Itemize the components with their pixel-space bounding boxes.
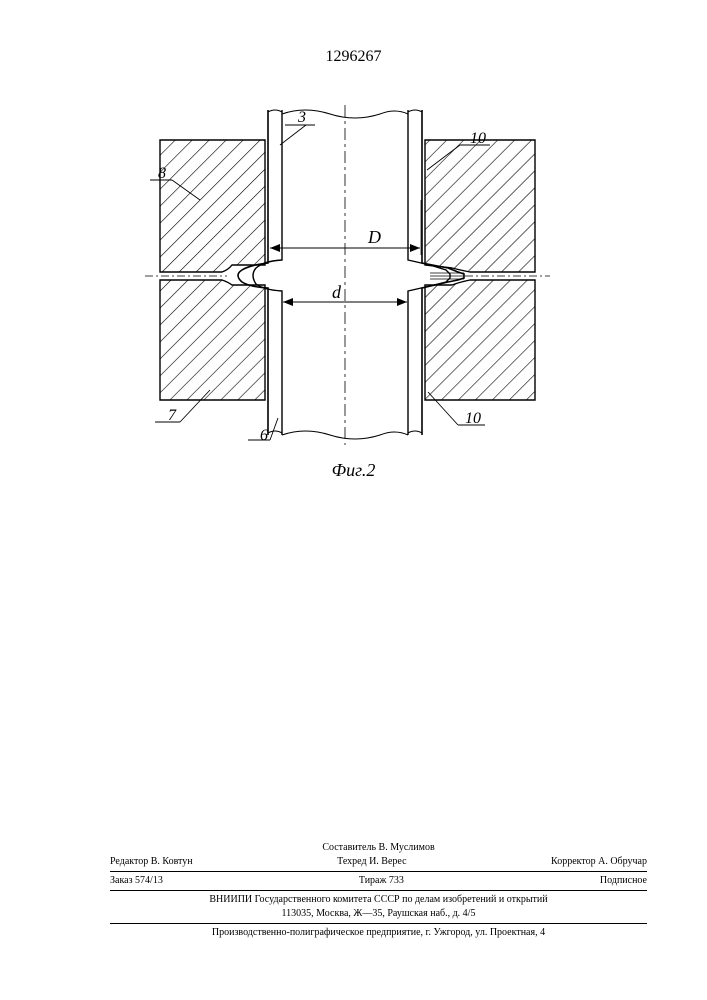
label-d: d: [332, 282, 342, 302]
label-7: 7: [168, 407, 177, 424]
footer-block: Составитель В. Муслимов Редактор В. Ковт…: [110, 841, 647, 940]
footer-subscribe: Подписное: [600, 874, 647, 888]
footer-order: Заказ 574/13: [110, 874, 163, 888]
figure-caption: Фиг.2: [0, 460, 707, 481]
footer-printer: Производственно-полиграфическое предприя…: [110, 926, 647, 940]
label-D: D: [367, 227, 381, 247]
label-10a: 10: [470, 130, 486, 147]
label-3: 3: [297, 109, 306, 126]
footer-tech: Техред И. Верес: [337, 855, 406, 869]
label-10b: 10: [465, 410, 481, 427]
footer-editor: Редактор В. Ковтун: [110, 855, 193, 869]
footer-compiler: Составитель В. Муслимов: [110, 841, 647, 855]
page-number: 1296267: [0, 48, 707, 66]
footer-org: ВНИИПИ Государственного комитета СССР по…: [110, 893, 647, 907]
cross-section-diagram: 3 8 D d 7 6 10 10: [130, 100, 560, 450]
footer-addr: 113035, Москва, Ж—35, Раушская наб., д. …: [110, 907, 647, 921]
footer-tirage: Тираж 733: [359, 874, 404, 888]
footer-corrector: Корректор А. Обручар: [551, 855, 647, 869]
label-6: 6: [260, 427, 268, 444]
label-8: 8: [158, 165, 166, 182]
